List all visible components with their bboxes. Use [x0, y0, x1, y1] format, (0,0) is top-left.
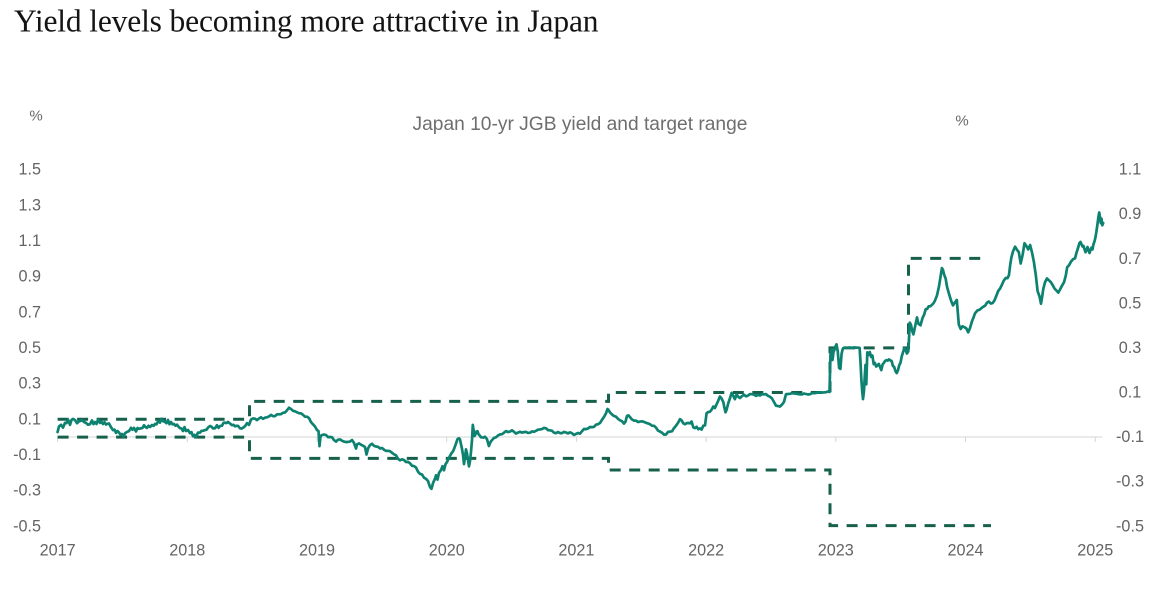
- svg-text:2020: 2020: [429, 542, 465, 560]
- svg-text:2022: 2022: [688, 542, 724, 560]
- svg-text:-0.5: -0.5: [1116, 517, 1144, 535]
- svg-text:1.3: 1.3: [18, 196, 41, 214]
- svg-text:0.5: 0.5: [18, 339, 41, 357]
- svg-text:-0.1: -0.1: [1116, 428, 1144, 446]
- svg-text:2019: 2019: [299, 542, 335, 560]
- svg-text:%: %: [955, 113, 968, 130]
- svg-text:0.1: 0.1: [18, 410, 41, 428]
- svg-text:2023: 2023: [818, 542, 854, 560]
- svg-text:1.5: 1.5: [18, 161, 41, 179]
- svg-text:0.7: 0.7: [18, 303, 41, 321]
- svg-text:2017: 2017: [40, 542, 76, 560]
- svg-text:2025: 2025: [1077, 542, 1113, 560]
- svg-text:-0.3: -0.3: [1116, 473, 1144, 491]
- svg-text:-0.3: -0.3: [13, 482, 41, 500]
- svg-text:0.3: 0.3: [18, 375, 41, 393]
- svg-text:1.1: 1.1: [1119, 161, 1142, 179]
- svg-text:1.1: 1.1: [18, 232, 41, 250]
- svg-text:-0.1: -0.1: [13, 446, 41, 464]
- svg-text:0.1: 0.1: [1119, 384, 1142, 402]
- svg-text:Japan 10-yr JGB yield and targ: Japan 10-yr JGB yield and target range: [413, 114, 748, 135]
- svg-text:0.9: 0.9: [18, 268, 41, 286]
- svg-text:0.5: 0.5: [1119, 294, 1142, 312]
- svg-text:Yield levels becoming more att: Yield levels becoming more attractive in…: [14, 4, 599, 39]
- svg-text:%: %: [29, 108, 42, 125]
- svg-text:0.7: 0.7: [1119, 250, 1142, 268]
- svg-text:2021: 2021: [558, 542, 594, 560]
- svg-text:0.3: 0.3: [1119, 339, 1142, 357]
- svg-text:2024: 2024: [947, 542, 983, 560]
- svg-text:2018: 2018: [169, 542, 205, 560]
- svg-text:0.9: 0.9: [1119, 205, 1142, 223]
- svg-text:-0.5: -0.5: [13, 517, 41, 535]
